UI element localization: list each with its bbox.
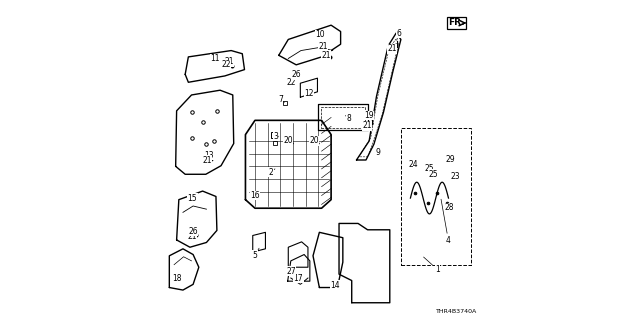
Text: 15: 15	[188, 194, 197, 203]
Text: 22: 22	[286, 78, 296, 87]
Text: 2: 2	[268, 168, 275, 177]
Text: 7: 7	[278, 95, 284, 104]
Text: 1: 1	[424, 257, 440, 274]
Text: 25: 25	[429, 170, 438, 179]
Text: 28: 28	[445, 203, 454, 212]
Text: 19: 19	[364, 111, 374, 120]
Text: 6: 6	[396, 28, 401, 40]
Text: 21: 21	[187, 232, 196, 241]
Text: 17: 17	[294, 274, 303, 283]
Text: 22: 22	[221, 60, 230, 69]
Text: 21: 21	[321, 51, 331, 60]
Text: 24: 24	[408, 160, 418, 169]
Text: 20: 20	[310, 136, 319, 146]
Text: 21: 21	[202, 156, 211, 164]
Text: 23: 23	[450, 172, 460, 181]
Text: 20: 20	[284, 136, 293, 146]
Text: 21: 21	[224, 57, 234, 66]
Text: 29: 29	[445, 155, 455, 164]
Text: 5: 5	[253, 248, 259, 260]
Text: 21: 21	[319, 42, 328, 51]
Text: THR4B3740A: THR4B3740A	[436, 309, 477, 314]
Text: 25: 25	[424, 164, 435, 173]
Text: 16: 16	[250, 191, 260, 200]
Text: 21: 21	[362, 121, 372, 130]
Text: 26: 26	[291, 70, 301, 79]
Text: 10: 10	[315, 30, 325, 39]
Text: FR.: FR.	[448, 19, 465, 28]
Text: 26: 26	[188, 227, 198, 236]
Text: 12: 12	[304, 89, 314, 98]
Text: 4: 4	[441, 199, 451, 245]
Text: 8: 8	[346, 114, 351, 123]
Text: 9: 9	[372, 147, 380, 156]
Text: 14: 14	[330, 281, 340, 290]
Text: 13: 13	[204, 150, 214, 160]
Text: 18: 18	[172, 275, 181, 284]
Text: 3: 3	[273, 132, 279, 141]
Text: 11: 11	[211, 54, 220, 63]
Text: 21: 21	[388, 44, 397, 53]
Text: 27: 27	[286, 267, 296, 276]
